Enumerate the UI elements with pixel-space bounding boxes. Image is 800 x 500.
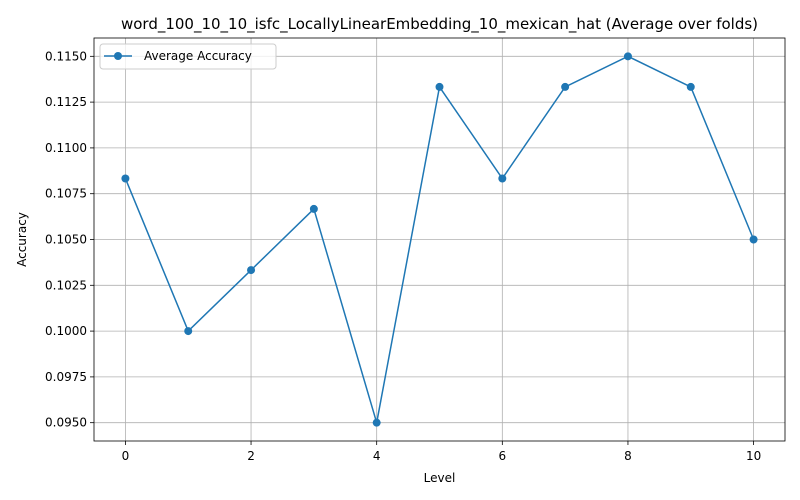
y-tick-label: 0.1100 xyxy=(45,141,87,155)
data-point xyxy=(372,418,381,427)
data-point xyxy=(498,174,507,183)
y-tick-label: 0.1050 xyxy=(45,233,87,247)
data-point xyxy=(623,52,632,61)
x-tick-label: 6 xyxy=(498,449,506,463)
data-point xyxy=(184,327,193,336)
data-point xyxy=(435,82,444,91)
data-point xyxy=(561,82,570,91)
data-point xyxy=(686,82,695,91)
legend: Average Accuracy xyxy=(99,43,277,70)
y-tick-label: 0.1125 xyxy=(45,95,87,109)
y-tick-label: 0.1025 xyxy=(45,278,87,292)
legend-box xyxy=(99,43,277,70)
ticks: 0 2 4 6 8 10 0.0950 0.0975 0.1000 0.1025 0.1050 0.1… xyxy=(45,49,761,463)
data-point xyxy=(121,174,130,183)
x-tick-label: 0 xyxy=(122,449,130,463)
x-tick-label: 10 xyxy=(746,449,761,463)
y-tick-label: 0.1150 xyxy=(45,49,87,63)
x-tick-label: 8 xyxy=(624,449,632,463)
legend-marker xyxy=(114,52,122,60)
y-tick-label: 0.0975 xyxy=(45,370,87,384)
data-point xyxy=(309,204,318,213)
y-tick-label: 0.1075 xyxy=(45,187,87,201)
x-tick-label: 2 xyxy=(247,449,255,463)
legend-label: Average Accuracy xyxy=(144,49,252,63)
series-layer xyxy=(121,52,758,427)
y-tick-label: 0.0950 xyxy=(45,416,87,430)
x-axis-label: Level xyxy=(424,471,456,485)
data-point xyxy=(247,266,256,275)
x-tick-label: 4 xyxy=(373,449,381,463)
chart-title: word_100_10_10_isfc_LocallyLinearEmbeddi… xyxy=(121,15,758,34)
y-axis-label: Accuracy xyxy=(15,212,29,267)
data-point xyxy=(749,235,758,244)
y-tick-label: 0.1000 xyxy=(45,324,87,338)
